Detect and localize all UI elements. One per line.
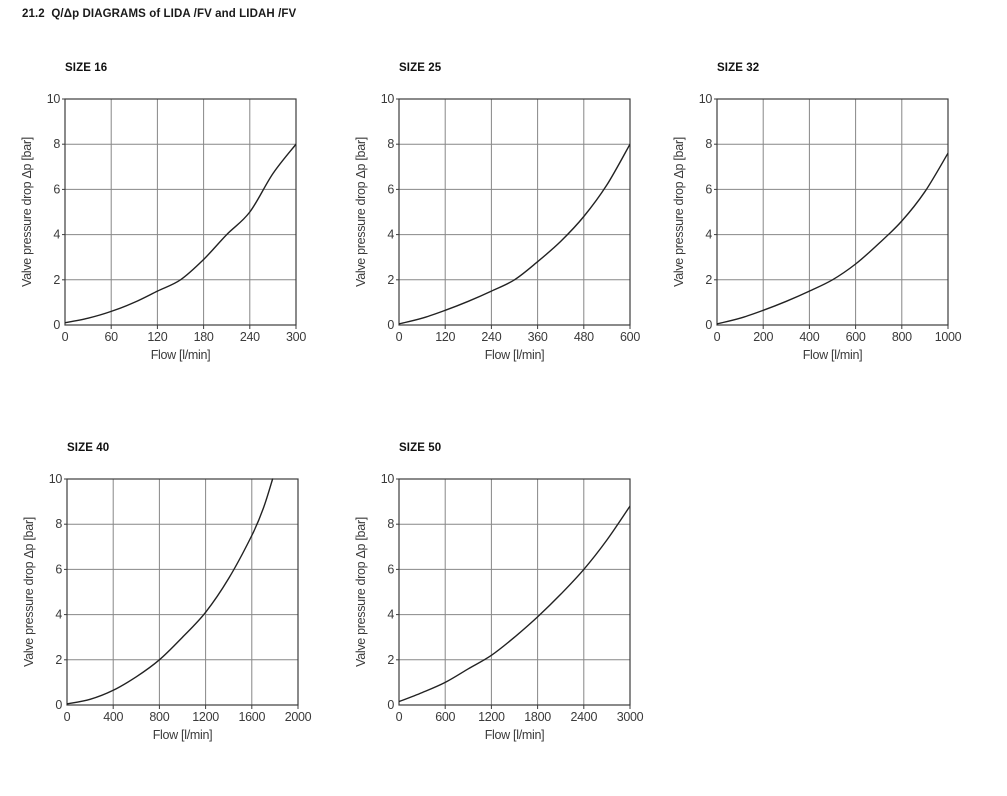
chart-size-40: SIZE 40 0 400 800 1200 1600 2000 0 2 4 6 8 10 Flow […	[17, 442, 327, 744]
y-axis-label: Valve pressure drop Δp [bar]	[354, 137, 368, 287]
x-tick-label: 200	[753, 330, 773, 344]
y-tick-label: 0	[55, 698, 62, 712]
y-tick-label: 4	[53, 228, 60, 242]
x-tick-label: 0	[396, 710, 403, 724]
plot-frame	[398, 478, 631, 706]
x-tick-label: 0	[396, 330, 403, 344]
y-tick-label: 10	[49, 472, 63, 486]
plot-size-40: 0 400 800 1200 1600 2000 0 2 4 6 8 10 Flow [l/min] Va…	[22, 472, 312, 742]
curve-q-p-characteristic	[399, 143, 630, 325]
x-tick-label: 0	[64, 710, 71, 724]
x-tick-label: 180	[194, 330, 214, 344]
y-tick-label: 4	[387, 608, 394, 622]
plot-size-25: 0 120 240 360 480 600 0 2 4 6 8 10 Flow [l/min] Valve…	[354, 92, 641, 362]
y-tick-label: 10	[47, 92, 61, 106]
x-tick-label: 600	[435, 710, 455, 724]
y-tick-label: 0	[387, 698, 394, 712]
y-tick-label: 6	[53, 182, 60, 196]
x-tick-label: 1200	[478, 710, 505, 724]
plot-frame	[66, 478, 299, 706]
y-tick-label: 8	[55, 517, 62, 531]
plot-frame	[64, 98, 297, 326]
plot-size-16: 0 60 120 180 240 300 0 2 4 6 8 10 Flow [l/min] Valve …	[20, 92, 307, 362]
y-axis-label: Valve pressure drop Δp [bar]	[354, 517, 368, 667]
y-tick-label: 6	[705, 182, 712, 196]
curve-q-p-characteristic	[67, 478, 274, 705]
x-tick-label: 480	[574, 330, 594, 344]
x-tick-label: 1000	[935, 330, 962, 344]
plot-frame	[398, 98, 631, 326]
y-tick-label: 10	[381, 92, 395, 106]
x-tick-label: 1600	[238, 710, 265, 724]
y-tick-label: 0	[53, 318, 60, 332]
y-tick-label: 6	[387, 562, 394, 576]
x-tick-label: 1800	[524, 710, 551, 724]
x-tick-label: 3000	[617, 710, 644, 724]
x-tick-label: 0	[62, 330, 69, 344]
y-tick-label: 2	[387, 273, 394, 287]
chart-title-size-50: SIZE 50	[399, 442, 442, 454]
chart-title-size-25: SIZE 25	[399, 62, 442, 74]
x-tick-label: 800	[149, 710, 169, 724]
curve-q-p-characteristic	[399, 505, 630, 703]
y-tick-label: 6	[55, 562, 62, 576]
x-tick-label: 600	[846, 330, 866, 344]
y-tick-label: 8	[53, 137, 60, 151]
chart-size-16: SIZE 16 0 60 120 180 240 300 0 2 4 6 8 10 Flow [l/mi…	[15, 62, 325, 364]
chart-size-32: SIZE 32 0 200 400 600 800 1000 0 2 4 6 8 10 Flow [l/…	[667, 62, 977, 364]
x-tick-label: 240	[240, 330, 260, 344]
x-axis-label: Flow [l/min]	[485, 728, 545, 742]
y-tick-label: 8	[387, 137, 394, 151]
x-tick-label: 800	[892, 330, 912, 344]
y-axis-label: Valve pressure drop Δp [bar]	[22, 517, 36, 667]
x-tick-label: 60	[105, 330, 119, 344]
y-tick-label: 4	[387, 228, 394, 242]
x-tick-label: 120	[147, 330, 167, 344]
x-axis-label: Flow [l/min]	[485, 348, 545, 362]
chart-title-size-32: SIZE 32	[717, 62, 760, 74]
y-tick-label: 10	[381, 472, 395, 486]
x-axis-label: Flow [l/min]	[151, 348, 211, 362]
chart-title-size-40: SIZE 40	[67, 442, 110, 454]
curve-q-p-characteristic	[717, 152, 948, 325]
x-tick-label: 0	[714, 330, 721, 344]
plot-size-32: 0 200 400 600 800 1000 0 2 4 6 8 10 Flow [l/min] Valv…	[672, 92, 962, 362]
x-tick-label: 360	[528, 330, 548, 344]
x-tick-label: 120	[435, 330, 455, 344]
x-tick-label: 600	[620, 330, 640, 344]
y-axis-label: Valve pressure drop Δp [bar]	[672, 137, 686, 287]
x-axis-label: Flow [l/min]	[803, 348, 863, 362]
x-tick-label: 300	[286, 330, 306, 344]
page-title: 21.2 Q/Δp DIAGRAMS of LIDA /FV and LIDAH…	[22, 8, 297, 20]
plot-frame	[716, 98, 949, 326]
curve-q-p-characteristic	[65, 143, 296, 324]
x-axis-label: Flow [l/min]	[153, 728, 213, 742]
y-tick-label: 2	[387, 653, 394, 667]
x-tick-label: 1200	[192, 710, 219, 724]
y-tick-label: 4	[55, 608, 62, 622]
chart-size-50: SIZE 50 0 600 1200 1800 2400 3000 0 2 4 6 8 10 Flow …	[349, 442, 659, 744]
x-tick-label: 400	[799, 330, 819, 344]
y-tick-label: 2	[53, 273, 60, 287]
y-tick-label: 2	[55, 653, 62, 667]
chart-title-size-16: SIZE 16	[65, 62, 108, 74]
y-tick-label: 0	[705, 318, 712, 332]
x-tick-label: 240	[481, 330, 501, 344]
y-tick-label: 6	[387, 182, 394, 196]
chart-size-25: SIZE 25 0 120 240 360 480 600 0 2 4 6 8 10 Flow [l/m…	[349, 62, 659, 364]
y-tick-label: 4	[705, 228, 712, 242]
y-tick-label: 8	[705, 137, 712, 151]
x-tick-label: 400	[103, 710, 123, 724]
y-tick-label: 0	[387, 318, 394, 332]
y-tick-label: 2	[705, 273, 712, 287]
plot-size-50: 0 600 1200 1800 2400 3000 0 2 4 6 8 10 Flow [l/min] V…	[354, 472, 644, 742]
y-axis-label: Valve pressure drop Δp [bar]	[20, 137, 34, 287]
x-tick-label: 2000	[285, 710, 312, 724]
y-tick-label: 10	[699, 92, 713, 106]
x-tick-label: 2400	[570, 710, 597, 724]
y-tick-label: 8	[387, 517, 394, 531]
